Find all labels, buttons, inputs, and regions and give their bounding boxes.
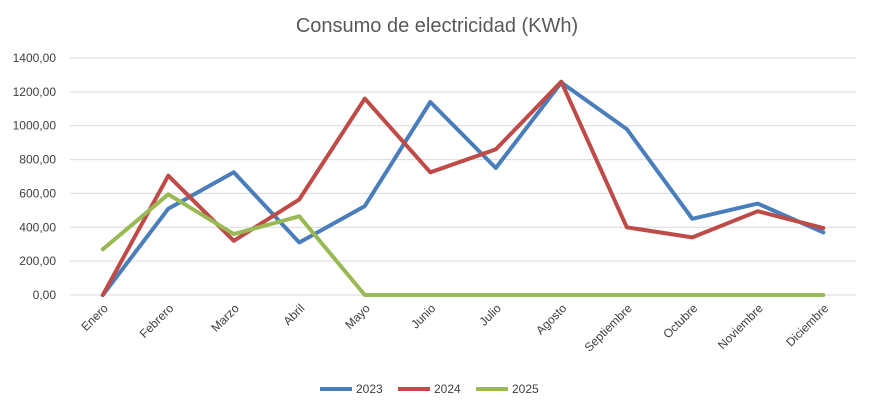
series-line-2023	[100, 80, 826, 297]
y-axis-ticks: 0,00 200,00 400,00 600,00 800,00 1000,00 1200,…	[13, 51, 57, 302]
x-tick-label: Febrero	[137, 301, 177, 341]
y-tick-label: 600,00	[19, 186, 56, 200]
legend-label-2025: 2025	[512, 382, 539, 396]
y-tick-label: 400,00	[19, 220, 56, 234]
series-line-2025	[100, 192, 826, 297]
x-tick-label: Julio	[477, 301, 505, 329]
x-tick-label: Agosto	[533, 301, 570, 338]
y-tick-label: 0,00	[33, 288, 57, 302]
x-tick-label: Noviembre	[715, 301, 766, 352]
x-tick-label: Enero	[78, 301, 111, 334]
x-tick-label: Junio	[408, 301, 438, 331]
y-tick-label: 1000,00	[13, 119, 57, 133]
legend-label-2023: 2023	[356, 382, 383, 396]
x-tick-label: Diciembre	[783, 301, 831, 349]
y-tick-label: 1400,00	[13, 51, 57, 65]
chart-title: Consumo de electricidad (KWh)	[296, 15, 578, 37]
x-tick-label: Octubre	[660, 301, 700, 341]
x-tick-label: Mayo	[342, 301, 373, 332]
gridlines	[70, 57, 856, 296]
x-tick-label: Marzo	[208, 301, 242, 335]
x-axis-ticks: Enero Febrero Marzo Abril Mayo Junio Julio Agos…	[78, 301, 831, 355]
y-tick-label: 1200,00	[13, 85, 57, 99]
x-tick-label: Abril	[280, 301, 307, 328]
x-tick-label: Septiembre	[582, 301, 636, 355]
legend: 2023 2024 2025	[320, 382, 539, 396]
y-tick-label: 800,00	[19, 153, 56, 167]
y-tick-label: 200,00	[19, 254, 56, 268]
series-line-2024	[100, 79, 826, 297]
series-lines	[100, 79, 826, 297]
legend-label-2024: 2024	[434, 382, 461, 396]
